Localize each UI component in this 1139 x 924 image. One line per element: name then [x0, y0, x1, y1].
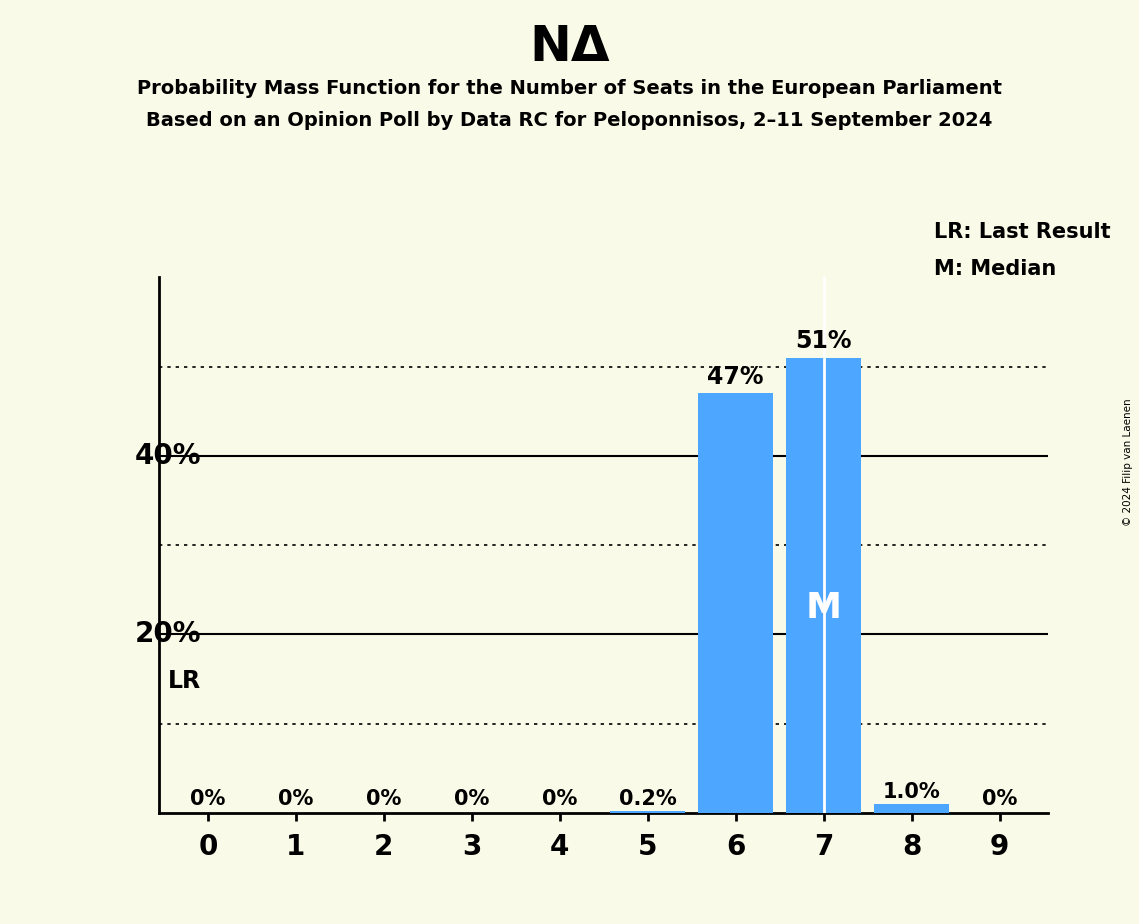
Bar	[698, 394, 773, 813]
Text: M: Median: M: Median	[934, 259, 1056, 279]
Text: 51%: 51%	[795, 329, 852, 353]
Text: 0%: 0%	[454, 789, 490, 808]
Text: 0%: 0%	[278, 789, 313, 808]
Text: 0%: 0%	[366, 789, 401, 808]
Text: 0.2%: 0.2%	[618, 789, 677, 808]
Text: M: M	[805, 591, 842, 626]
Text: 1.0%: 1.0%	[883, 782, 941, 801]
Text: 47%: 47%	[707, 365, 764, 389]
Text: 0%: 0%	[982, 789, 1017, 808]
Text: 40%: 40%	[134, 442, 200, 469]
Text: 0%: 0%	[542, 789, 577, 808]
Text: LR: LR	[169, 669, 202, 693]
Text: 20%: 20%	[134, 621, 200, 649]
Bar	[786, 358, 861, 813]
Text: LR: Last Result: LR: Last Result	[934, 222, 1111, 242]
Text: 0%: 0%	[190, 789, 226, 808]
Text: © 2024 Filip van Laenen: © 2024 Filip van Laenen	[1123, 398, 1133, 526]
Bar	[611, 811, 685, 813]
Text: NΔ: NΔ	[530, 23, 609, 71]
Text: Based on an Opinion Poll by Data RC for Peloponnisos, 2–11 September 2024: Based on an Opinion Poll by Data RC for …	[146, 111, 993, 130]
Bar	[874, 804, 949, 813]
Text: Probability Mass Function for the Number of Seats in the European Parliament: Probability Mass Function for the Number…	[137, 79, 1002, 98]
